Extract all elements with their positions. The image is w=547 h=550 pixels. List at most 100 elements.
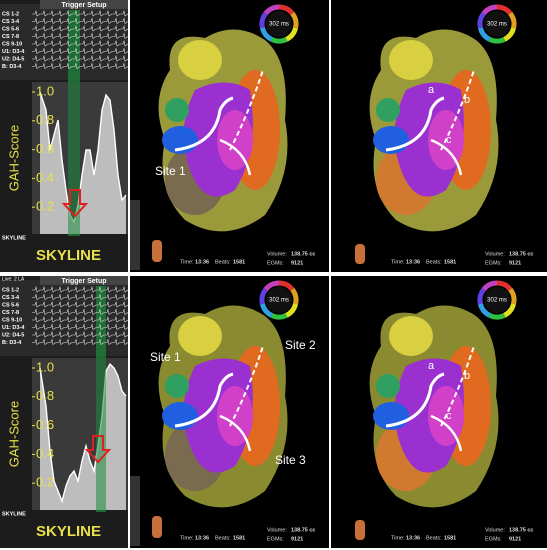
activation-arrow (430, 138, 463, 176)
wheel-segment (290, 11, 299, 29)
footer-value: 9121 (291, 536, 303, 542)
wheel-segment (270, 312, 288, 320)
site-label: b (464, 370, 470, 382)
site-label: c (446, 410, 452, 422)
wheel-segment (508, 11, 517, 29)
footer-label: Volume: (267, 527, 287, 533)
green-window-plot (96, 358, 106, 510)
wheel-segment (263, 280, 280, 292)
trace (32, 39, 129, 47)
wheel-segment (477, 287, 486, 305)
red-arrow (84, 435, 112, 464)
skyline-label: SKYLINE (36, 523, 101, 540)
wheel-segment (496, 4, 513, 16)
footer-label: Time: (180, 535, 194, 541)
wheel-segment (285, 27, 299, 42)
activation-arrow (174, 372, 234, 428)
y-tick-label: 0.4 (36, 170, 54, 185)
wheel-segment (263, 4, 280, 16)
site-label: b (464, 94, 470, 106)
score-area (40, 92, 126, 234)
map-panel: 302 ms Site 1 Time: 13:36 Beats: 1581 Volume: 1… (130, 0, 329, 272)
cycle-length: 302 ms (269, 298, 289, 304)
map-panel: 302 ms Site 1 Site 2 Site 3 Time: 13:36 Beats:… (130, 276, 329, 548)
avatar (355, 244, 365, 264)
dashed-arrow (440, 69, 475, 151)
channel-label: CS 7-8 (2, 310, 19, 316)
avatar (152, 516, 162, 538)
trace (32, 338, 129, 345)
trace (32, 308, 129, 315)
y-tick-label: 0.2 (36, 199, 54, 214)
footer-value: 138.75 cc (509, 527, 533, 533)
footer-label: Volume: (267, 251, 287, 257)
footer-label: Volume: (485, 527, 505, 533)
channel-label: CS 3-4 (2, 295, 20, 301)
channel-label: U2: D4-5 (2, 332, 24, 338)
footer-value: 1581 (233, 259, 245, 265)
footer-label: Beats: (426, 535, 442, 541)
y-tick-label: 1.0 (36, 359, 54, 374)
live-label: Live: 2 LA (2, 276, 25, 282)
y-tick-label: 1.0 (36, 83, 54, 98)
wheel-segment (259, 27, 273, 42)
footer-label: EGMs: (485, 260, 502, 266)
trace (32, 323, 129, 330)
site-label: c (446, 134, 452, 146)
map-panel: 302 ms a b c Time: 13:36 Beats: 1581 Volume: 138.… (331, 276, 547, 548)
footer-label: Time: (180, 259, 194, 265)
wheel-segment (508, 287, 517, 305)
wheel-segment (496, 280, 513, 292)
y-tick-label: 0.8 (36, 388, 54, 403)
wheel-segment (477, 11, 486, 29)
score-curve (39, 91, 127, 224)
y-axis-label: GAH-Score (6, 401, 21, 467)
wheel-center (484, 11, 510, 37)
y-tick-label: 0.8 (36, 112, 54, 127)
region-yellow (178, 316, 222, 356)
footer-value: 13:36 (195, 259, 209, 265)
region-green (165, 374, 189, 398)
channel-label: CS 7-8 (2, 34, 19, 40)
footer-value: 138.75 cc (291, 527, 315, 533)
site-label: Site 1 (155, 164, 186, 178)
footer-label: Time: (391, 535, 405, 541)
row-panel: Trigger Setup Live: 2 LA CS 1-2 CS 3-4CS 5-… (0, 276, 547, 548)
channel-label: B: D3-4 (2, 64, 22, 70)
footer-label: Beats: (215, 535, 231, 541)
footer-value: 13:36 (406, 259, 420, 265)
dashed-arrow (440, 345, 475, 427)
wheel-segment (278, 280, 295, 292)
trace (32, 293, 129, 300)
trace (32, 62, 129, 69)
y-tick-label: 0.2 (36, 475, 54, 490)
site-label: Site 3 (275, 453, 306, 467)
footer-value: 9121 (509, 536, 521, 542)
activation-arrow (385, 372, 445, 428)
channel-label: CS 1-2 (2, 287, 19, 293)
cycle-length: 302 ms (487, 22, 507, 28)
trace (32, 300, 129, 308)
wheel-segment (270, 36, 288, 44)
wheel-segment (259, 303, 273, 318)
wheel-segment (259, 11, 268, 29)
trace (32, 17, 129, 24)
y-tick-label: 0.4 (36, 446, 54, 461)
header-bar (40, 276, 128, 285)
channel-label: CS 5-6 (2, 302, 19, 308)
skyline-label: SKYLINE (36, 247, 101, 264)
channel-label: CS 9-10 (2, 317, 22, 323)
activation-arrow (430, 414, 463, 452)
region-yellow (389, 40, 433, 80)
wheel-segment (290, 287, 299, 305)
cycle-length: 302 ms (487, 298, 507, 304)
activation-arrow (174, 96, 234, 152)
y-axis-label: GAH-Score (6, 125, 21, 191)
map-panel: 302 ms a b c Time: 13:36 Beats: 1581 Volume: 138.… (331, 0, 547, 272)
footer-label: Beats: (426, 259, 442, 265)
wheel-segment (503, 303, 517, 318)
wheel-segment (278, 4, 295, 16)
channel-label: U1: D3-4 (2, 325, 25, 331)
wheel-center (484, 287, 510, 313)
trace (32, 24, 129, 32)
